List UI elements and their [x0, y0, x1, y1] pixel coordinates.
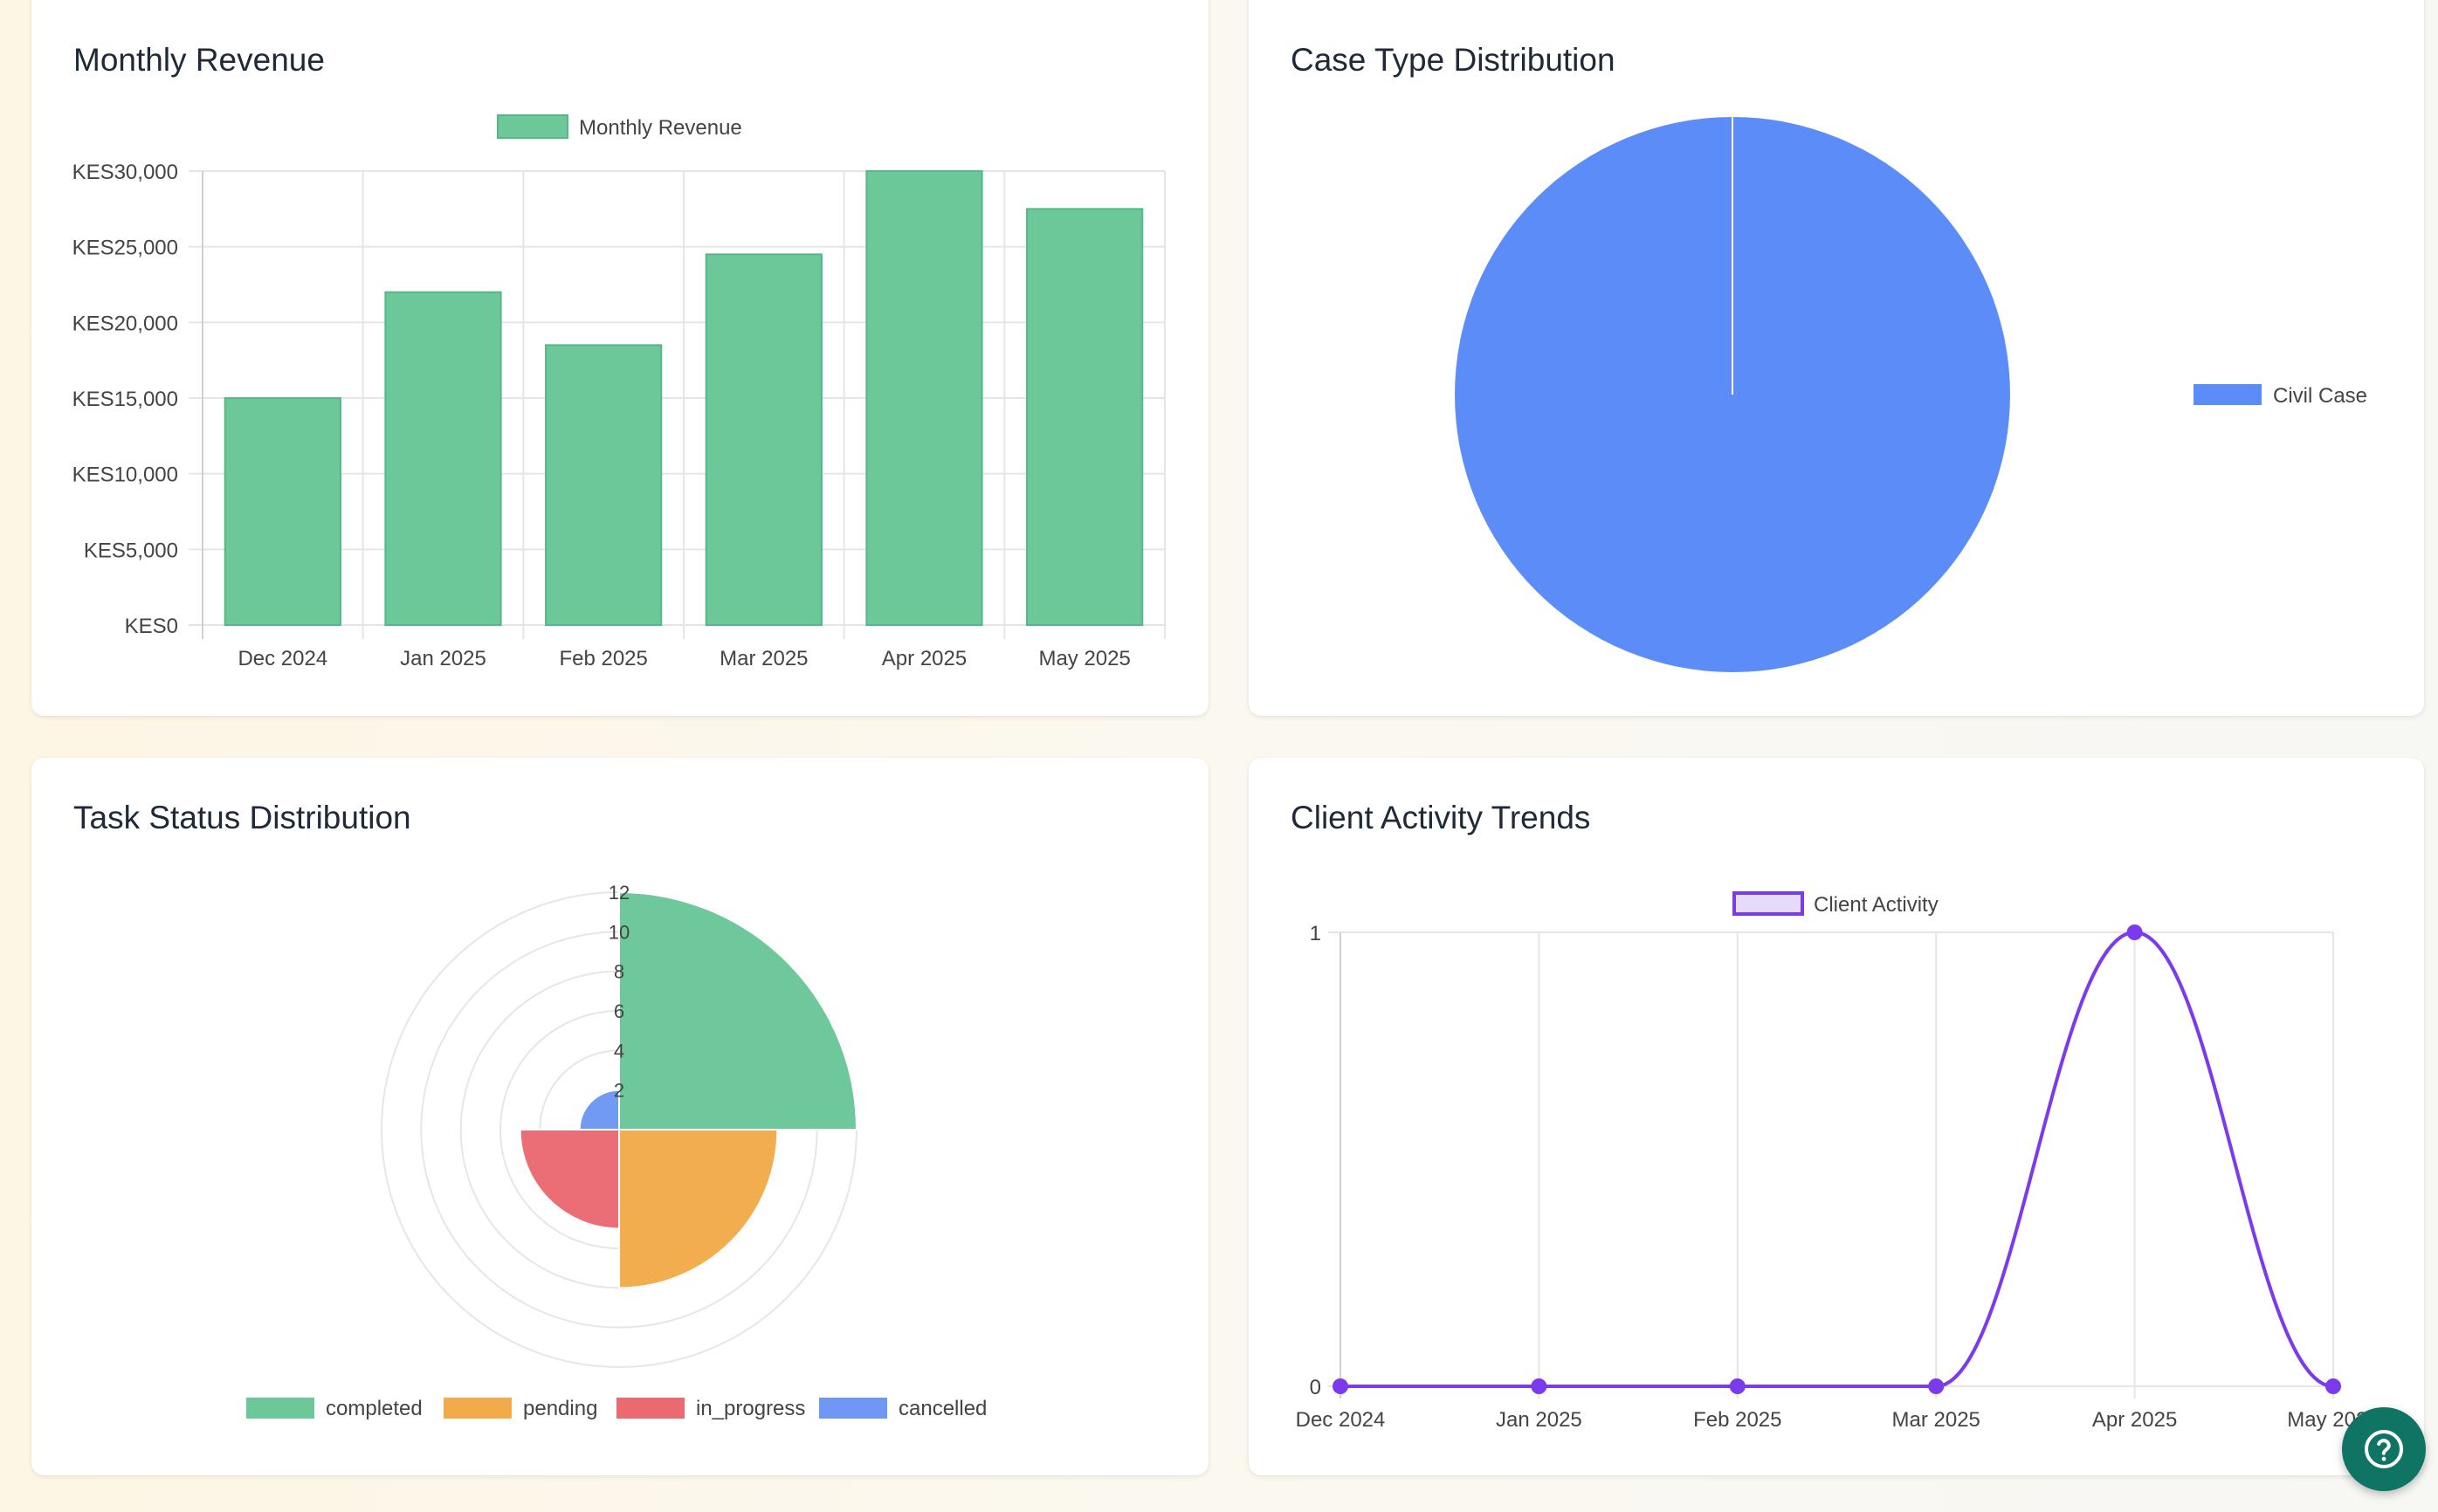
card-title: Client Activity Trends — [1291, 800, 1591, 835]
radial-tick-label: 12 — [609, 882, 630, 904]
task-status-card: Task Status Distribution 2 4 6 8 10 12 complet… — [31, 758, 1209, 1475]
legend-label: Monthly Revenue — [579, 116, 742, 140]
polar-wedge-cancelled — [578, 1089, 620, 1131]
x-tick-label: Mar 2025 — [720, 647, 808, 670]
data-point-dec-2024 — [1333, 1378, 1348, 1394]
legend-swatch — [2194, 384, 2262, 405]
x-tick-label: Dec 2024 — [238, 647, 327, 670]
bar-feb-2025 — [545, 344, 663, 626]
x-tick-label: Feb 2025 — [559, 647, 647, 670]
x-tick-label: Feb 2025 — [1693, 1408, 1781, 1432]
legend-swatch — [444, 1398, 512, 1419]
polar-wedge-in-progress — [519, 1129, 620, 1230]
data-point-apr-2025 — [2126, 924, 2143, 940]
legend-swatch — [497, 114, 568, 139]
bar-jan-2025 — [384, 291, 502, 626]
legend-label: Client Activity — [1814, 893, 1939, 917]
y-tick-label: KES30,000 — [72, 161, 178, 184]
x-tick-label: Jan 2025 — [400, 647, 486, 670]
bar-apr-2025 — [865, 170, 983, 626]
client-activity-chart: 0 1 Dec 2024 Jan 2025 Feb 2025 Mar 2025 Apr 20… — [1296, 891, 2379, 1432]
radial-tick-label: 2 — [614, 1080, 624, 1102]
help-button[interactable] — [2342, 1407, 2426, 1491]
x-tick-label: Dec 2024 — [1296, 1408, 1386, 1432]
bar-dec-2024 — [224, 397, 341, 626]
polar-wedge-completed — [618, 890, 858, 1131]
card-title: Monthly Revenue — [73, 42, 325, 78]
y-tick-label: 1 — [1310, 922, 1321, 945]
y-tick-label: KES15,000 — [72, 388, 178, 411]
legend-swatch — [1732, 891, 1804, 916]
legend-swatch — [616, 1398, 685, 1419]
legend-label: in_progress — [696, 1397, 805, 1420]
data-point-feb-2025 — [1729, 1378, 1746, 1394]
monthly-revenue-card: Monthly Revenue KES0 KES5,000 KES10,000 KES… — [31, 0, 1209, 716]
radial-tick-label: 8 — [614, 961, 624, 983]
y-tick-label: KES5,000 — [84, 539, 178, 562]
x-tick-label: Apr 2025 — [2092, 1408, 2177, 1432]
help-circle-icon — [2365, 1430, 2403, 1468]
y-tick-label: KES25,000 — [72, 237, 178, 260]
x-tick-label: Jan 2025 — [1496, 1408, 1582, 1432]
data-point-jan-2025 — [1531, 1378, 1547, 1394]
y-tick-label: KES10,000 — [72, 464, 178, 487]
legend-label: completed — [326, 1397, 423, 1420]
legend-label: Civil Case — [2273, 384, 2367, 408]
radial-tick-label: 4 — [614, 1040, 624, 1062]
bar-mar-2025 — [705, 253, 823, 626]
y-tick-label: 0 — [1310, 1376, 1321, 1399]
legend-swatch — [819, 1398, 887, 1419]
card-title: Case Type Distribution — [1291, 42, 1615, 78]
y-tick-label: KES0 — [125, 615, 178, 638]
legend-swatch — [246, 1398, 314, 1419]
data-point-mar-2025 — [1928, 1378, 1945, 1394]
bar-may-2025 — [1026, 208, 1144, 626]
x-tick-label: May 2025 — [1038, 647, 1130, 670]
legend-label: cancelled — [899, 1397, 987, 1420]
data-point-may-2025 — [2325, 1378, 2341, 1394]
task-status-chart: 2 4 6 8 10 12 completed pending in_progress cance… — [246, 882, 987, 1420]
polar-wedge-pending — [618, 1129, 779, 1289]
card-title: Task Status Distribution — [73, 800, 411, 835]
x-tick-label: Mar 2025 — [1892, 1408, 1980, 1432]
legend-label: pending — [523, 1397, 597, 1420]
radial-tick-label: 10 — [609, 921, 630, 943]
series-line — [1340, 930, 2334, 1388]
client-activity-card: Client Activity Trends 0 1 Dec 2024 Jan 202… — [1249, 758, 2424, 1475]
y-tick-label: KES20,000 — [72, 312, 178, 335]
x-tick-label: Apr 2025 — [882, 647, 967, 670]
case-type-card: Case Type Distribution Civil Case — [1249, 0, 2424, 716]
radial-tick-label: 6 — [614, 1000, 624, 1022]
case-type-chart: Civil Case — [1455, 117, 2367, 672]
monthly-revenue-chart: KES0 KES5,000 KES10,000 KES15,000 KES20,000 K… — [72, 114, 1166, 670]
